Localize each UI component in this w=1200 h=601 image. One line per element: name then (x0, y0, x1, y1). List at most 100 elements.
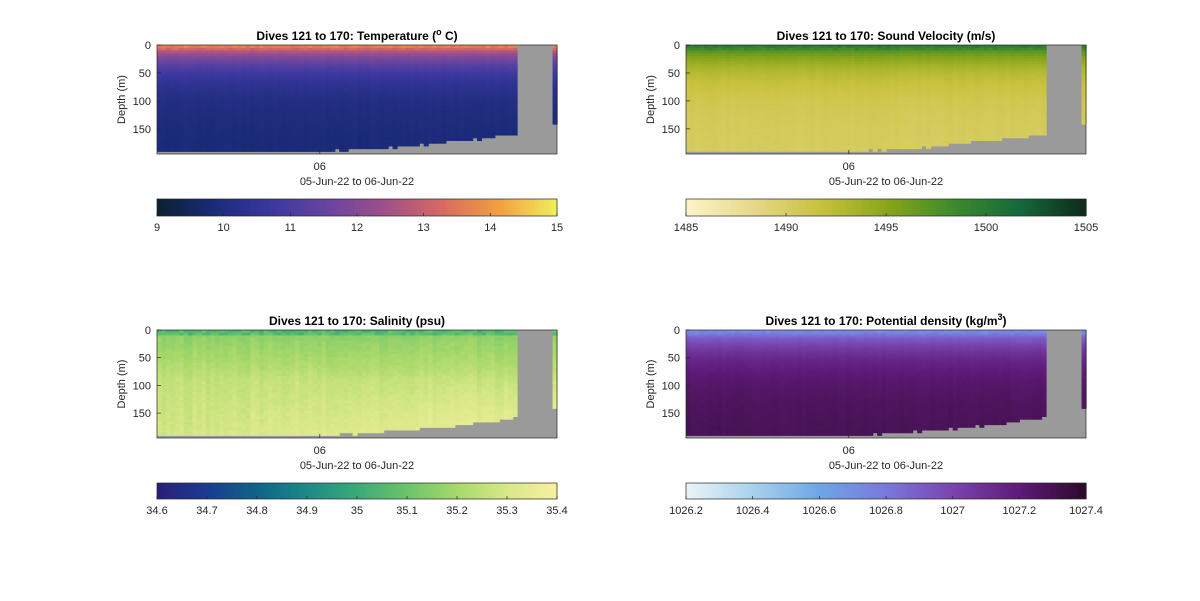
heatmap-cell (330, 99, 336, 103)
colorbar-segment (237, 199, 241, 216)
heatmap-cell (237, 45, 243, 49)
heatmap-cell (503, 88, 509, 92)
heatmap-cell (388, 80, 394, 84)
heatmap-cell (308, 53, 314, 57)
heatmap-cell (321, 129, 327, 133)
heatmap-cell (788, 88, 794, 92)
heatmap-cell (334, 129, 340, 133)
heatmap-cell (837, 126, 843, 131)
heatmap-cell (739, 80, 745, 84)
heatmap-cell (294, 55, 300, 60)
heatmap-cell (414, 47, 420, 52)
heatmap-cell (757, 64, 763, 68)
heatmap-cell (757, 129, 763, 133)
heatmap-cell (294, 47, 300, 52)
heatmap-cell (397, 66, 403, 71)
heatmap-cell (463, 77, 469, 82)
heatmap-cell (814, 55, 820, 60)
heatmap-cell (285, 88, 291, 92)
heatmap-cell (481, 55, 487, 60)
heatmap-cell (259, 140, 265, 144)
heatmap-cell (828, 61, 834, 65)
heatmap-cell (846, 124, 852, 128)
heatmap-cell (423, 129, 429, 133)
heatmap-cell (868, 143, 874, 147)
heatmap-cell (490, 115, 496, 120)
heatmap-cell (210, 113, 216, 117)
heatmap-cell (730, 107, 736, 111)
heatmap-cell (401, 83, 407, 87)
heatmap-cell (308, 102, 314, 106)
heatmap-cell (450, 77, 456, 82)
heatmap-cell (734, 145, 740, 150)
heatmap-cell (157, 66, 163, 71)
heatmap-cell (237, 102, 243, 106)
heatmap-cell (428, 115, 434, 120)
heatmap-cell (245, 137, 251, 141)
heatmap-cell (432, 110, 438, 114)
heatmap-cell (165, 140, 171, 144)
heatmap-cell (868, 69, 874, 73)
heatmap-cell (303, 47, 309, 52)
heatmap-cell (370, 118, 376, 122)
colorbar-segment (240, 199, 245, 216)
heatmap-cell (712, 72, 718, 76)
heatmap-cell (241, 104, 247, 109)
heatmap-cell (726, 80, 732, 84)
heatmap-cell (281, 145, 287, 150)
heatmap-cell (770, 126, 776, 131)
heatmap-cell (165, 126, 171, 131)
colorbar-segment (433, 199, 438, 216)
heatmap-cell (317, 88, 323, 92)
heatmap-cell (863, 145, 869, 150)
heatmap-cell (508, 69, 514, 73)
heatmap-cell (854, 85, 860, 90)
heatmap-cell (481, 50, 487, 54)
heatmap-cell (819, 66, 825, 71)
heatmap-cell (414, 88, 420, 92)
heatmap-cell (850, 102, 856, 106)
heatmap-cell (730, 77, 736, 82)
heatmap-cell (432, 134, 438, 139)
heatmap-cell (219, 132, 225, 136)
heatmap-cell (361, 110, 367, 114)
heatmap-cell (726, 104, 732, 109)
heatmap-cell (863, 121, 869, 125)
heatmap-cell (308, 83, 314, 87)
heatmap-cell (806, 58, 812, 62)
heatmap-cell (188, 140, 194, 144)
heatmap-cell (272, 148, 278, 152)
heatmap-cell (192, 45, 198, 49)
heatmap-cell (708, 132, 714, 136)
heatmap-cell (259, 53, 265, 57)
heatmap-cell (299, 45, 305, 49)
heatmap-cell (383, 129, 389, 133)
heatmap-cell (877, 137, 883, 141)
heatmap-cell (881, 58, 887, 62)
heatmap-cell (823, 80, 829, 84)
heatmap-cell (783, 64, 789, 68)
heatmap-cell (854, 74, 860, 79)
heatmap-cell (463, 55, 469, 60)
heatmap-cell (170, 69, 176, 73)
heatmap-cell (388, 132, 394, 136)
heatmap-cell (214, 121, 220, 125)
heatmap-cell (374, 102, 380, 106)
heatmap-cell (325, 124, 331, 128)
heatmap-cell (299, 140, 305, 144)
heatmap-cell (250, 74, 256, 79)
heatmap-cell (334, 88, 340, 92)
heatmap-cell (259, 80, 265, 84)
heatmap-cell (512, 58, 518, 62)
heatmap-cell (832, 58, 838, 62)
heatmap-cell (877, 129, 883, 133)
heatmap-cell (365, 50, 371, 54)
colorbar-segment (180, 199, 185, 216)
heatmap-cell (232, 115, 238, 120)
heatmap-cell (268, 96, 274, 101)
heatmap-cell (463, 134, 469, 139)
heatmap-cell (748, 148, 754, 152)
heatmap-cell (690, 80, 696, 84)
heatmap-cell (201, 145, 207, 150)
heatmap-cell (339, 148, 345, 152)
